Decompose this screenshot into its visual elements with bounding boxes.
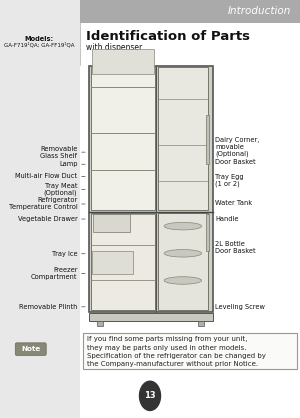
Bar: [206, 214, 209, 251]
Ellipse shape: [164, 222, 202, 230]
Text: Models:: Models:: [24, 36, 54, 41]
Bar: [206, 115, 209, 164]
Text: Removable
Glass Shelf: Removable Glass Shelf: [40, 145, 77, 159]
Bar: [198, 321, 204, 326]
Ellipse shape: [164, 277, 202, 284]
Text: Removable Plinth: Removable Plinth: [19, 304, 77, 310]
Text: If you find some parts missing from your unit,
they may be parts only used in ot: If you find some parts missing from your…: [87, 336, 266, 367]
Text: Vegetable Drawer: Vegetable Drawer: [18, 216, 77, 222]
Text: Tray Meat
(Optional): Tray Meat (Optional): [44, 183, 77, 196]
Ellipse shape: [164, 250, 202, 257]
Bar: [88, 313, 213, 321]
Bar: [158, 67, 208, 210]
Text: Tray Egg
(1 or 2): Tray Egg (1 or 2): [215, 174, 244, 187]
Text: Lamp: Lamp: [59, 161, 77, 167]
FancyBboxPatch shape: [93, 214, 130, 232]
Text: Refrigerator
Temperature Control: Refrigerator Temperature Control: [9, 197, 77, 211]
Text: Leveling Screw: Leveling Screw: [215, 304, 265, 310]
Bar: [98, 321, 103, 326]
Text: Dairy Corner,
movable
(Optional): Dairy Corner, movable (Optional): [215, 137, 260, 158]
Bar: [80, 0, 300, 23]
Text: 2L Bottle
Door Basket: 2L Bottle Door Basket: [215, 241, 256, 254]
Bar: [92, 49, 154, 74]
Circle shape: [140, 381, 160, 410]
FancyBboxPatch shape: [15, 343, 46, 355]
Bar: [91, 213, 155, 310]
Bar: [92, 251, 133, 274]
Text: Water Tank: Water Tank: [215, 200, 253, 206]
Text: Door Basket: Door Basket: [215, 159, 256, 165]
Text: 13: 13: [144, 391, 156, 400]
Text: Freezer
Compartment: Freezer Compartment: [31, 267, 77, 280]
Bar: [91, 67, 155, 210]
Bar: [82, 333, 297, 369]
Text: Multi-air Flow Duct: Multi-air Flow Duct: [15, 173, 77, 179]
Bar: [88, 66, 213, 312]
Text: Identification of Parts: Identification of Parts: [85, 30, 250, 43]
Text: Note: Note: [21, 346, 40, 352]
Bar: [158, 213, 208, 310]
Bar: [0, 0, 80, 418]
Text: with dispenser: with dispenser: [85, 43, 142, 53]
Text: Handle: Handle: [215, 216, 239, 222]
Text: Tray Ice: Tray Ice: [52, 251, 77, 257]
Text: GA-F719¹QA; GA-FF19¹QA: GA-F719¹QA; GA-FF19¹QA: [4, 42, 74, 47]
Text: Introduction: Introduction: [228, 7, 291, 16]
